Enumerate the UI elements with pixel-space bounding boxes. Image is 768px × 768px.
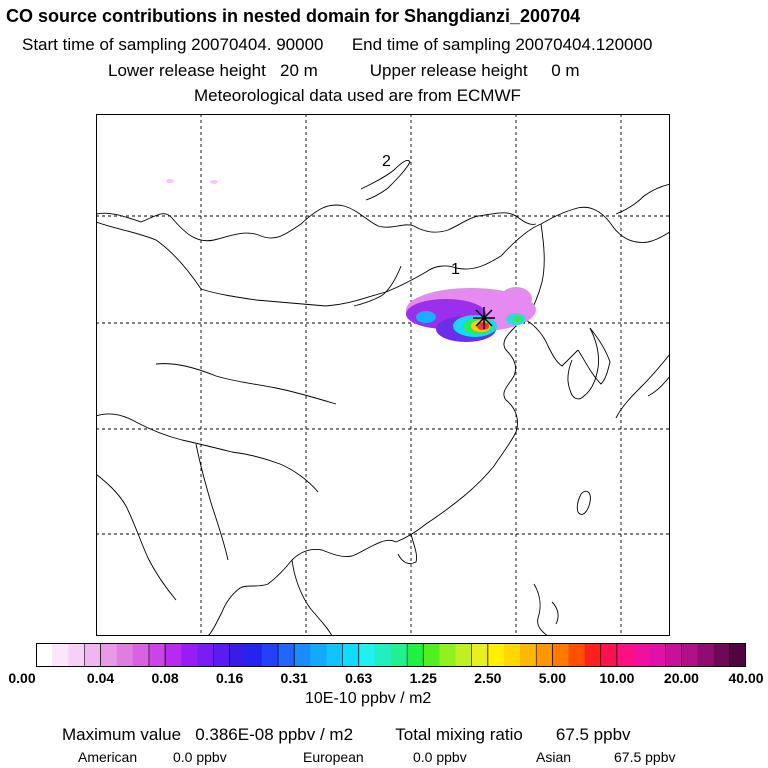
colorbar-cell xyxy=(181,643,198,667)
colorbar-cell xyxy=(100,643,118,667)
colorbar-cell xyxy=(681,643,699,667)
asian-value: 67.5 ppbv xyxy=(614,749,676,765)
colorbar xyxy=(36,643,746,667)
lat-lon-grid xyxy=(96,114,670,636)
colorbar-tick-label: 0.63 xyxy=(345,670,373,686)
colorbar-cell xyxy=(294,643,311,667)
upper-height-value: 0 m xyxy=(551,61,580,80)
colorbar-tick-label: 1.25 xyxy=(409,670,437,686)
colorbar-tick-label: 0.00 xyxy=(8,670,36,686)
end-time-value: 20070404.120000 xyxy=(515,35,653,54)
colorbar-cell xyxy=(36,643,53,667)
coastlines-and-borders xyxy=(96,159,670,636)
region-label-2: 2 xyxy=(382,153,391,170)
colorbar-cell xyxy=(439,643,457,667)
american-value: 0.0 ppbv xyxy=(173,749,227,765)
american-label: American xyxy=(78,749,138,765)
sampling-times: Start time of sampling 20070404. 90000 E… xyxy=(22,35,652,55)
regional-contributions: American 0.0 ppbv European 0.0 ppbv Asian 67.… xyxy=(78,749,676,765)
total-mixing-label: Total mixing ratio xyxy=(395,725,523,744)
colorbar-cell xyxy=(68,643,85,667)
region-label-1: 1 xyxy=(451,261,460,278)
colorbar-cell xyxy=(729,643,746,667)
max-value: 0.386E-08 ppbv / m2 xyxy=(195,725,354,744)
end-time-label: End time of sampling xyxy=(351,35,511,54)
colorbar-cell xyxy=(568,643,586,667)
met-data-note: Meteorological data used are from ECMWF xyxy=(194,86,521,105)
colorbar-cell xyxy=(600,643,618,667)
european-label: European xyxy=(303,749,364,765)
colorbar-cell xyxy=(697,643,715,667)
colorbar-cell xyxy=(261,643,279,667)
receptor-star-icon xyxy=(473,307,495,329)
colorbar-cell xyxy=(584,643,602,667)
colorbar-cell xyxy=(552,643,569,667)
colorbar-cell xyxy=(197,643,214,667)
colorbar-cell xyxy=(310,643,327,667)
colorbar-tick-label: 0.16 xyxy=(216,670,244,686)
colorbar-cell xyxy=(245,643,263,667)
asian-label: Asian xyxy=(536,749,572,765)
colorbar-cell xyxy=(342,643,360,667)
colorbar-tick-label: 20.00 xyxy=(663,670,699,686)
colorbar-tick-label: 10.00 xyxy=(599,670,635,686)
colorbar-cell xyxy=(455,643,473,667)
colorbar-cell xyxy=(165,643,182,667)
colorbar-cell xyxy=(132,643,150,667)
colorbar-cell xyxy=(374,643,392,667)
colorbar-cell xyxy=(713,643,731,667)
colorbar-cell xyxy=(616,643,634,667)
colorbar-units: 10E-10 ppbv / m2 xyxy=(305,690,432,707)
colorbar-cell xyxy=(391,643,408,667)
total-mixing-value: 67.5 ppbv xyxy=(555,725,631,744)
start-time-value: 20070404. 90000 xyxy=(191,35,324,54)
colorbar-cell xyxy=(84,643,102,667)
colorbar-tick-label: 0.31 xyxy=(280,670,308,686)
start-time-label: Start time of sampling xyxy=(22,35,187,54)
colorbar-tick-label: 2.50 xyxy=(474,670,502,686)
colorbar-cell xyxy=(229,643,247,667)
colorbar-cell xyxy=(406,643,425,667)
lower-height-label: Lower release height xyxy=(108,61,266,80)
colorbar-cell xyxy=(358,643,376,667)
source-contribution-map: 1 2 xyxy=(96,114,670,636)
colorbar-cell xyxy=(148,643,166,667)
colorbar-tick-label: 0.08 xyxy=(151,670,179,686)
colorbar-cell xyxy=(471,643,489,667)
colorbar-cell xyxy=(665,643,683,667)
colorbar-cell xyxy=(116,643,134,667)
upper-height-label: Upper release height xyxy=(369,61,528,80)
colorbar-cell xyxy=(277,643,295,667)
lower-height-value: 20 m xyxy=(280,61,318,80)
colorbar-tick-label: 40.00 xyxy=(728,670,764,686)
colorbar-cell xyxy=(503,643,521,667)
summary-line: Maximum value 0.386E-08 ppbv / m2 Total … xyxy=(62,725,631,745)
colorbar-cell xyxy=(326,643,344,667)
colorbar-cell xyxy=(487,643,505,667)
colorbar-tick-label: 5.00 xyxy=(538,670,566,686)
colorbar-cell xyxy=(535,643,554,667)
map-title: CO source contributions in nested domain… xyxy=(6,6,581,26)
colorbar-cell xyxy=(213,643,231,667)
european-value: 0.0 ppbv xyxy=(413,749,467,765)
max-value-label: Maximum value xyxy=(62,725,182,744)
colorbar-cell xyxy=(52,643,69,667)
colorbar-cell xyxy=(633,643,650,667)
colorbar-cell xyxy=(520,643,537,667)
release-heights: Lower release height 20 m Upper release … xyxy=(108,61,580,81)
colorbar-cell xyxy=(423,643,440,667)
colorbar-tick-label: 0.04 xyxy=(86,670,115,686)
colorbar-cell xyxy=(649,643,666,667)
